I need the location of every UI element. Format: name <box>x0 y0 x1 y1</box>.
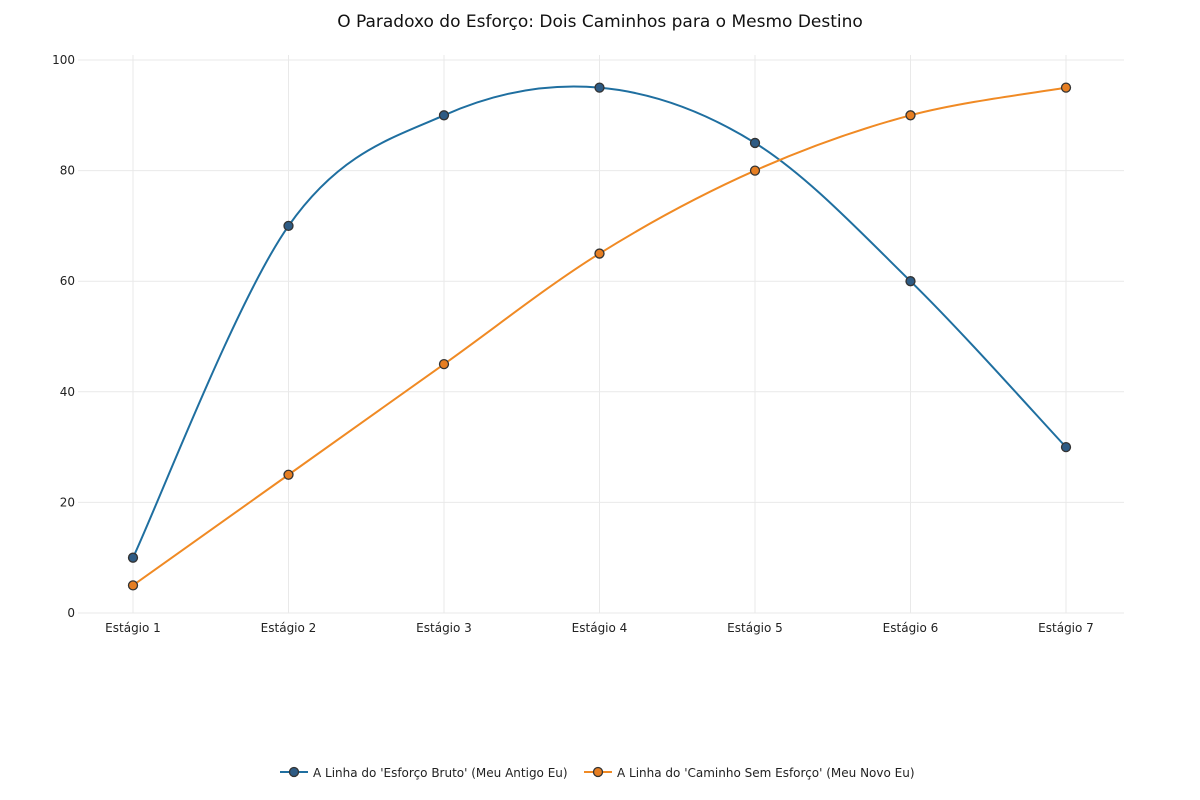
x-tick-label: Estágio 6 <box>883 621 939 635</box>
legend-item[interactable]: A Linha do 'Caminho Sem Esforço' (Meu No… <box>584 766 915 780</box>
series-2 <box>127 82 1072 591</box>
grid <box>78 55 1124 614</box>
data-point[interactable] <box>594 82 605 93</box>
x-tick-label: Estágio 3 <box>416 621 472 635</box>
data-point[interactable] <box>127 552 139 563</box>
chart-title: O Paradoxo do Esforço: Dois Caminhos par… <box>337 12 863 32</box>
y-tick-label: 40 <box>60 385 75 399</box>
legend: A Linha do 'Esforço Bruto' (Meu Antigo E… <box>280 766 915 780</box>
data-point[interactable] <box>127 580 139 591</box>
legend-marker-swatch <box>592 766 604 778</box>
x-tick-label: Estágio 2 <box>261 621 317 635</box>
series-layer <box>127 82 1072 591</box>
data-point[interactable] <box>1060 441 1072 453</box>
y-tick-label: 100 <box>52 53 75 67</box>
series-1 <box>127 82 1072 563</box>
y-tick-label: 0 <box>67 606 75 620</box>
x-tick-label: Estágio 4 <box>572 621 628 635</box>
axes: 0 20 40 60 80 100 Estágio 1 Estágio 2 Estágio 3 E… <box>52 53 1094 635</box>
y-tick-label: 80 <box>60 164 75 178</box>
legend-label: A Linha do 'Esforço Bruto' (Meu Antigo E… <box>313 766 568 780</box>
x-tick-label: Estágio 1 <box>105 621 161 635</box>
data-point[interactable] <box>749 137 761 149</box>
y-tick-label: 20 <box>60 495 75 509</box>
data-point[interactable] <box>749 165 761 176</box>
data-point[interactable] <box>594 248 605 259</box>
legend-marker-swatch <box>288 766 300 778</box>
data-point[interactable] <box>438 110 450 121</box>
y-tick-label: 60 <box>60 274 75 288</box>
legend-item[interactable]: A Linha do 'Esforço Bruto' (Meu Antigo E… <box>280 766 568 780</box>
legend-label: A Linha do 'Caminho Sem Esforço' (Meu No… <box>617 766 915 780</box>
data-point[interactable] <box>438 358 450 370</box>
data-point[interactable] <box>1060 82 1072 93</box>
data-point[interactable] <box>905 110 916 121</box>
data-point[interactable] <box>283 220 294 232</box>
data-point[interactable] <box>283 469 294 480</box>
x-tick-label: Estágio 7 <box>1038 621 1094 635</box>
data-point[interactable] <box>905 276 916 287</box>
x-tick-label: Estágio 5 <box>727 621 783 635</box>
